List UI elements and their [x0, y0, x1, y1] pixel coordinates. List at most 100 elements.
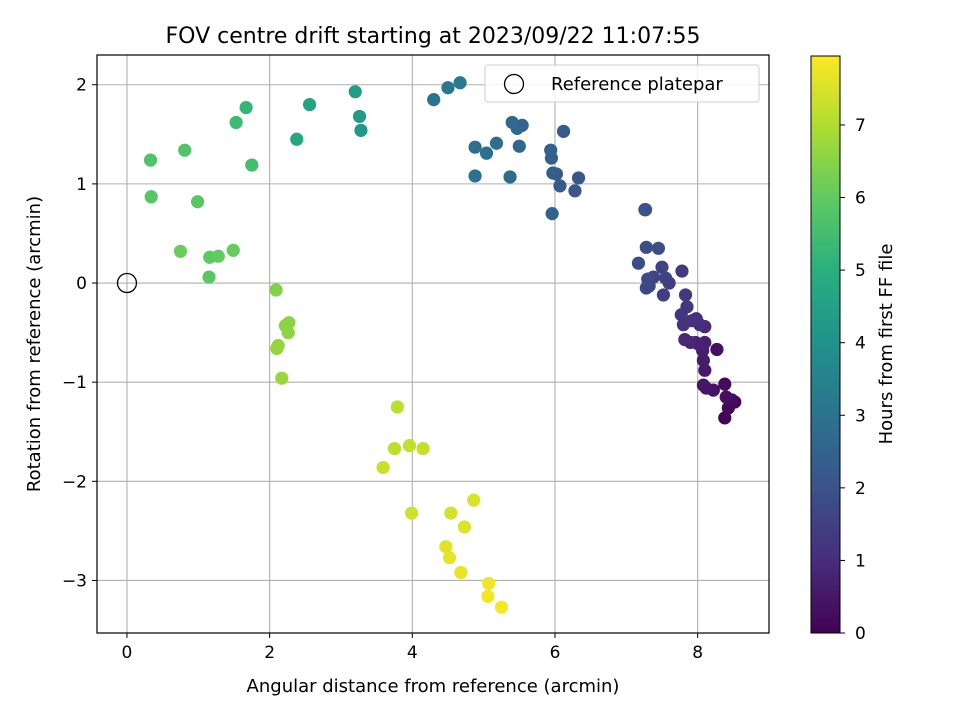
colorbar-gradient: [810, 55, 841, 634]
colorbar-tick-label: 1: [855, 551, 866, 571]
data-point: [226, 243, 240, 257]
y-tick-label: 2: [76, 76, 87, 96]
y-tick-label: −2: [62, 472, 87, 492]
data-point: [655, 260, 669, 274]
legend-entry: Reference platepar: [551, 74, 723, 95]
grid-lines: [97, 55, 769, 633]
chart-title: FOV centre drift starting at 2023/09/22 …: [166, 24, 701, 49]
data-point: [302, 97, 317, 112]
data-point: [269, 283, 283, 297]
data-point: [404, 506, 419, 520]
colorbar-tick-label: 6: [855, 189, 866, 209]
data-point: [678, 288, 693, 302]
data-point: [489, 136, 504, 150]
x-tick-label: 0: [122, 643, 133, 663]
data-point: [178, 143, 192, 157]
data-point: [568, 184, 582, 198]
colorbar-label: Hours from first FF file: [876, 244, 897, 445]
data-point: [352, 109, 367, 124]
data-point: [290, 132, 304, 146]
data-point: [658, 271, 673, 285]
y-tick-label: −1: [62, 373, 87, 393]
data-point: [556, 124, 571, 138]
x-axis-label: Angular distance from reference (arcmin): [247, 676, 620, 697]
data-point: [696, 353, 710, 367]
legend-marker-icon: [503, 73, 525, 95]
y-axis-label: Rotation from reference (arcmin): [24, 196, 45, 492]
data-points: [116, 76, 742, 614]
data-point: [544, 143, 558, 157]
data-point: [656, 288, 671, 302]
legend: Reference platepar: [484, 64, 760, 103]
data-point: [354, 123, 368, 137]
data-point: [442, 551, 457, 565]
data-point: [675, 264, 689, 278]
colorbar-tick-label: 3: [855, 406, 866, 426]
data-point: [143, 153, 158, 167]
data-point: [390, 400, 404, 414]
data-point: [173, 244, 188, 258]
data-point: [275, 371, 289, 385]
data-point: [281, 325, 295, 340]
data-point: [638, 203, 653, 217]
data-point: [718, 377, 732, 391]
data-point: [494, 600, 509, 614]
data-point: [229, 115, 243, 130]
data-point: [678, 332, 692, 347]
data-point: [467, 493, 481, 507]
plot-frame: [96, 54, 770, 634]
data-point: [439, 540, 453, 554]
data-point: [505, 115, 519, 130]
data-point: [512, 139, 526, 153]
x-tick-label: 8: [692, 643, 703, 663]
x-tick-label: 6: [550, 643, 561, 663]
x-tick-label: 2: [264, 643, 275, 663]
data-point: [639, 240, 653, 254]
x-tick-label: 4: [407, 643, 418, 663]
data-point: [651, 241, 666, 255]
data-point: [676, 318, 690, 332]
data-point: [546, 166, 560, 180]
colorbar-ticks: 0 1 2 3 4 5 6 7: [840, 116, 866, 644]
data-point: [348, 85, 362, 99]
data-point: [190, 195, 205, 209]
data-point: [571, 171, 586, 185]
data-point: [553, 179, 567, 193]
data-point: [245, 158, 259, 172]
colorbar-tick-label: 2: [855, 479, 866, 499]
data-point: [402, 439, 417, 453]
colorbar: 0 1 2 3 4 5 6 7 Hours from first FF file: [810, 55, 897, 644]
data-point: [482, 576, 496, 591]
data-point: [710, 342, 724, 357]
data-point: [698, 363, 712, 377]
data-point: [239, 100, 253, 115]
reference-platepar-marker: [116, 272, 138, 294]
legend-box: [484, 64, 760, 103]
data-point: [631, 256, 646, 270]
data-point: [416, 441, 430, 456]
data-point: [545, 207, 559, 221]
data-point: [696, 378, 710, 392]
colorbar-tick-label: 7: [855, 116, 866, 136]
data-point: [444, 506, 458, 520]
data-point: [641, 272, 655, 286]
data-point: [454, 565, 468, 580]
y-axis-ticks: −3 −2 −1 0 1 2: [62, 76, 97, 591]
y-tick-label: −3: [62, 571, 87, 591]
y-tick-label: 1: [76, 175, 87, 195]
data-point: [441, 81, 455, 95]
data-point: [719, 390, 733, 404]
colorbar-tick-label: 0: [855, 624, 866, 644]
data-point: [481, 589, 495, 603]
data-point: [270, 341, 284, 356]
data-point: [211, 249, 225, 263]
data-point: [479, 146, 494, 160]
data-point: [457, 520, 471, 534]
data-point: [427, 93, 441, 107]
data-point: [144, 190, 158, 204]
colorbar-tick-label: 4: [855, 334, 866, 354]
data-point: [202, 270, 216, 284]
data-point: [718, 411, 732, 425]
